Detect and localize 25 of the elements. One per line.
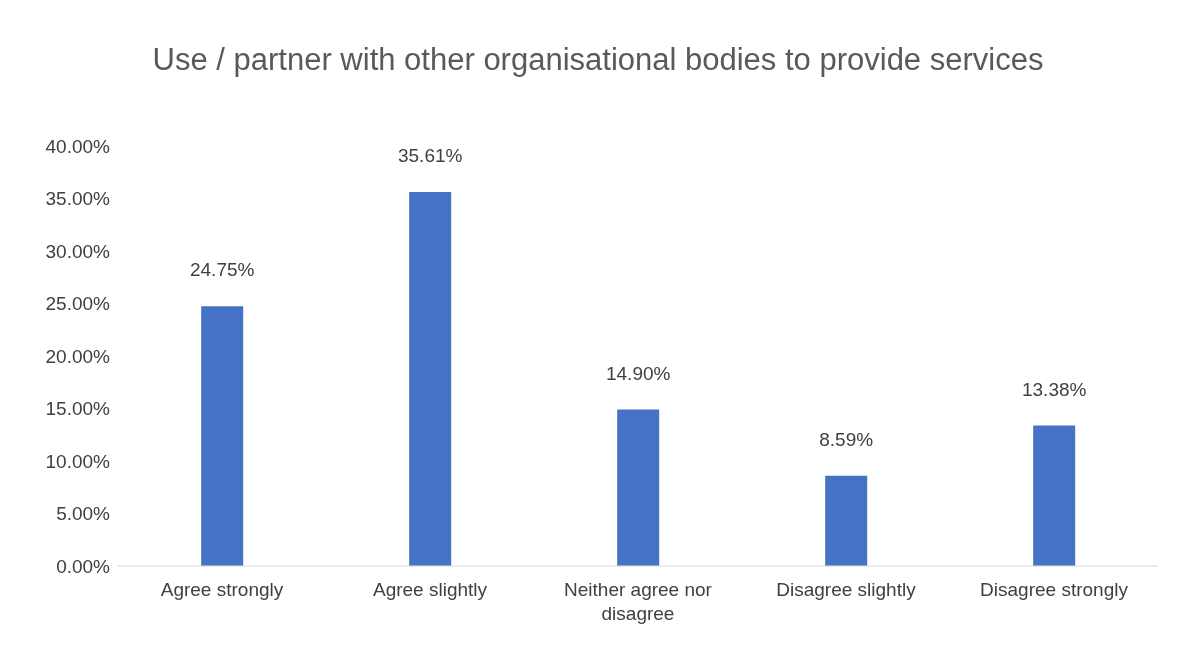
x-tick-label: Agree strongly [160,579,284,600]
bar [409,192,452,566]
x-tick-label: Neither agree nor disagree [564,579,713,624]
bar [1033,425,1076,566]
y-tick-label: 30.00% [45,240,111,262]
bar [617,409,660,566]
data-label: 8.59% [819,428,874,450]
data-label: 24.75% [189,259,255,281]
y-tick-label: 20.00% [45,345,111,367]
chart-title: Use / partner with other organisational bodies to provide services [151,41,1045,79]
y-tick-label: 15.00% [45,398,111,420]
y-tick-label: 0.00% [56,555,111,577]
x-tick-label: Disagree strongly [980,579,1129,600]
y-tick-label: 5.00% [56,503,111,525]
y-tick-label: 40.00% [45,135,111,157]
data-label: 35.61% [397,145,463,167]
bar [825,475,868,566]
y-tick-label: 35.00% [45,188,111,210]
data-label: 14.90% [605,362,671,384]
data-label: 13.38% [1021,378,1087,400]
x-tick-label: Agree slightly [372,579,488,600]
y-tick-label: 25.00% [45,293,111,315]
bar [201,306,244,566]
y-tick-label: 10.00% [45,450,111,472]
x-tick-label: Disagree slightly [776,579,917,600]
